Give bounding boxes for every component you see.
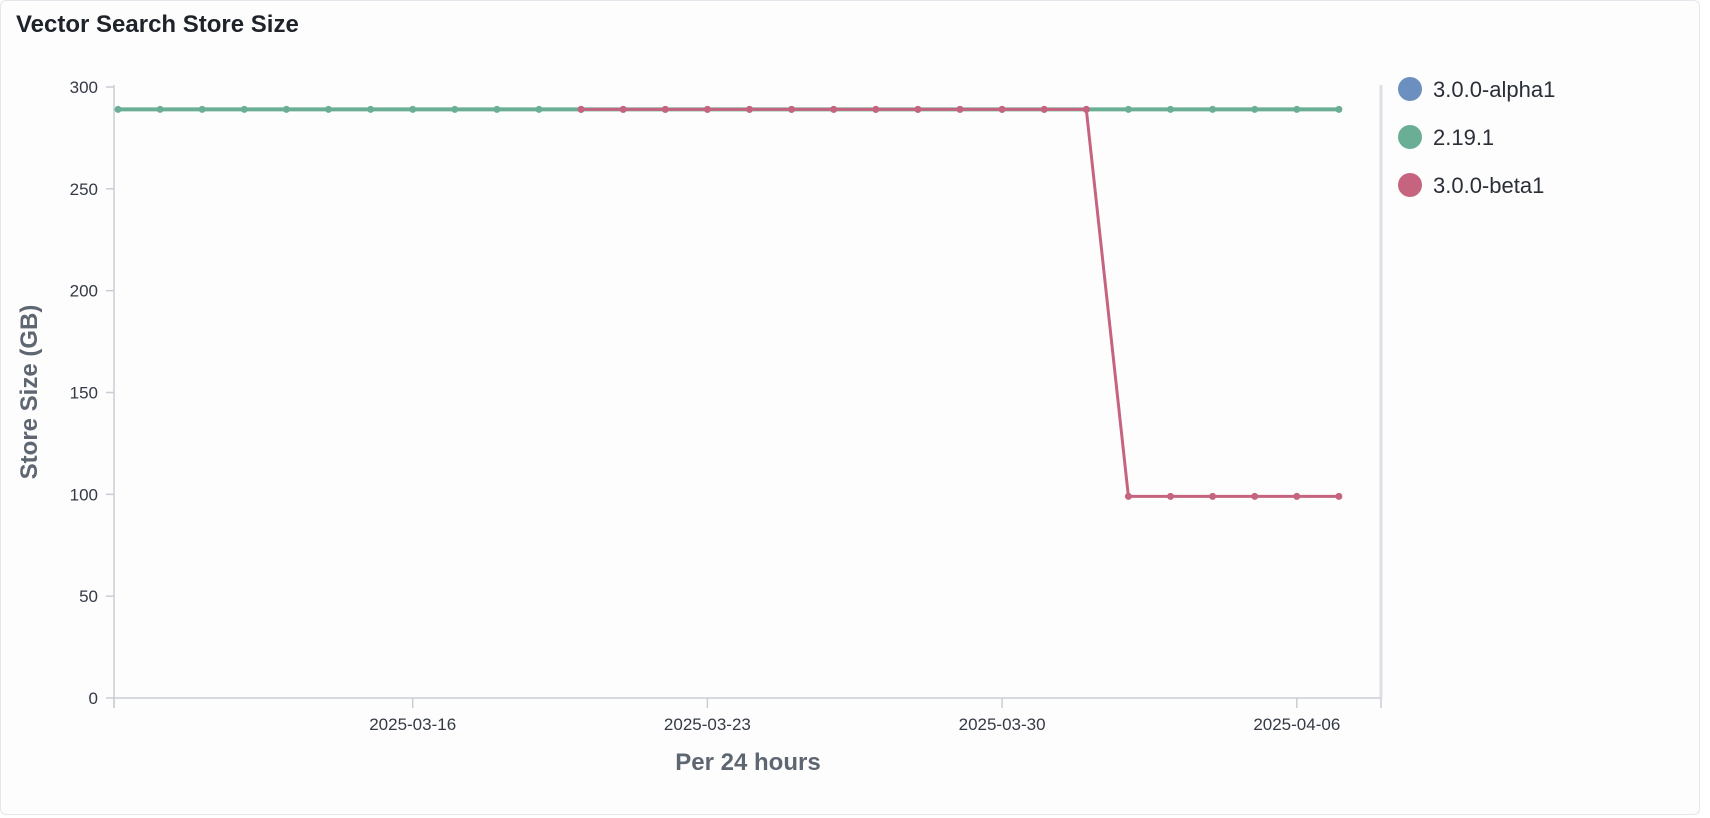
y-tick-label: 150 — [70, 384, 98, 403]
y-tick-label: 100 — [70, 485, 98, 504]
series-lines — [116, 107, 1341, 498]
data-point — [956, 105, 964, 113]
data-point — [451, 105, 459, 113]
data-point — [198, 105, 206, 113]
panel-title: Vector Search Store Size — [16, 11, 299, 38]
data-point — [156, 105, 164, 113]
data-point — [1167, 105, 1174, 113]
data-point — [1335, 105, 1343, 113]
data-point — [1040, 105, 1048, 113]
data-point — [325, 105, 332, 113]
data-point — [282, 105, 290, 113]
series-points — [114, 105, 1343, 500]
data-point — [535, 105, 543, 113]
data-point — [1124, 492, 1132, 500]
x-tick-label: 2025-03-23 — [664, 715, 751, 734]
y-axis-title: Store Size (GB) — [16, 305, 43, 480]
data-point — [114, 105, 122, 113]
data-point — [577, 105, 585, 113]
data-point — [1167, 492, 1174, 500]
data-point — [367, 105, 375, 113]
x-tick-label: 2025-03-16 — [369, 715, 456, 734]
data-point — [240, 105, 248, 113]
data-point — [409, 105, 417, 113]
legend-swatch — [1398, 173, 1422, 197]
data-point — [1293, 105, 1301, 113]
y-tick-label: 300 — [70, 78, 98, 97]
data-point — [1293, 492, 1301, 500]
data-point — [872, 105, 880, 113]
legend-item[interactable]: 2.19.1 — [1398, 125, 1494, 150]
y-axis: 0 50 100 150 200 250 300 — [70, 78, 115, 708]
data-point — [493, 105, 501, 113]
data-point — [998, 105, 1006, 113]
data-point — [788, 105, 796, 113]
legend-label: 3.0.0-beta1 — [1433, 173, 1544, 198]
legend-swatch — [1398, 77, 1422, 101]
legend-swatch — [1398, 125, 1422, 149]
legend-item[interactable]: 3.0.0-alpha1 — [1398, 77, 1555, 102]
legend-label: 3.0.0-alpha1 — [1433, 77, 1555, 102]
series-line-3.0.0-beta1 — [579, 107, 1341, 498]
x-axis-title: Per 24 hours — [675, 749, 820, 776]
data-point — [1082, 105, 1090, 113]
x-tick-label: 2025-04-06 — [1253, 715, 1340, 734]
data-point — [1124, 105, 1132, 113]
data-point — [1335, 492, 1343, 500]
data-point — [1209, 492, 1217, 500]
x-tick-label: 2025-03-30 — [959, 715, 1046, 734]
legend[interactable]: 3.0.0-alpha1 2.19.1 3.0.0-beta1 — [1398, 77, 1555, 198]
data-point — [746, 105, 753, 113]
data-point — [661, 105, 669, 113]
data-point — [1251, 492, 1259, 500]
y-tick-label: 200 — [70, 282, 98, 301]
data-point — [703, 105, 711, 113]
data-point — [1251, 105, 1259, 113]
legend-item[interactable]: 3.0.0-beta1 — [1398, 173, 1544, 198]
data-point — [1209, 105, 1217, 113]
y-tick-label: 0 — [89, 689, 98, 708]
y-tick-label: 50 — [79, 587, 98, 606]
x-axis: 2025-03-16 2025-03-23 2025-03-30 2025-04-06 — [113, 85, 1383, 734]
data-point — [619, 105, 627, 113]
data-point — [830, 105, 838, 113]
legend-label: 2.19.1 — [1433, 125, 1494, 150]
y-tick-label: 250 — [70, 180, 98, 199]
data-point — [914, 105, 922, 113]
